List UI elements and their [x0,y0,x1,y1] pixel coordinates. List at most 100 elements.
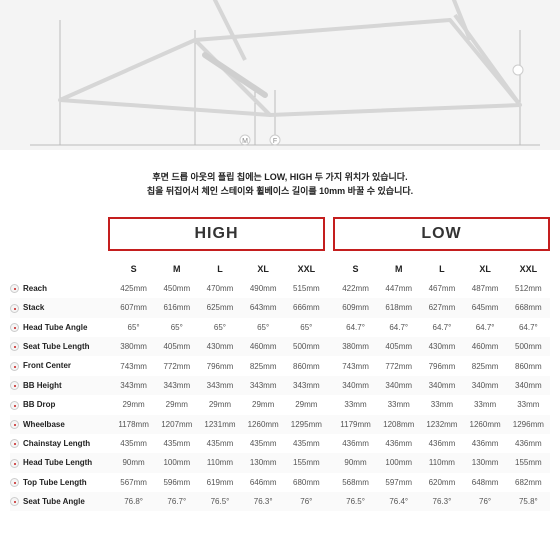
cell-high: 380mm [112,337,155,356]
cell-high: 29mm [242,395,285,414]
cell-high: 76° [285,492,328,511]
cell-high: 825mm [242,356,285,375]
cell-high: 860mm [285,356,328,375]
cell-low: 100mm [377,453,420,472]
size-S-high: S [112,259,155,279]
cell-low: 500mm [507,337,550,356]
cell-low: 796mm [420,356,463,375]
cell-low: 75.8° [507,492,550,511]
table-row: Front Center743mm772mm796mm825mm860mm743… [10,356,550,375]
cell-low: 405mm [377,337,420,356]
row-marker-icon [10,401,19,410]
row-label-text: Front Center [23,361,71,370]
row-label: Stack [10,298,112,317]
row-label: Reach [10,279,112,298]
table-row: BB Drop29mm29mm29mm29mm29mm33mm33mm33mm3… [10,395,550,414]
size-M-high: M [155,259,198,279]
row-marker-icon [10,439,19,448]
cell-high: 65° [112,318,155,337]
row-marker-icon [10,284,19,293]
group-header-high: HIGH [108,217,325,251]
row-label: Top Tube Length [10,473,112,492]
cell-low: 64.7° [464,318,507,337]
table-row: Head Tube Angle65°65°65°65°65°64.7°64.7°… [10,318,550,337]
cell-low: 430mm [420,337,463,356]
cell-high: 1178mm [112,415,155,434]
row-label: BB Height [10,376,112,395]
table-row: Seat Tube Length380mm405mm430mm460mm500m… [10,337,550,356]
cell-low: 380mm [334,337,377,356]
cell-high: 450mm [155,279,198,298]
row-label: Seat Tube Angle [10,492,112,511]
row-label-text: Wheelbase [23,420,65,429]
row-label-text: Chainstay Length [23,439,90,448]
size-XL-low: XL [464,259,507,279]
cell-high: 100mm [155,453,198,472]
cell-low: 33mm [507,395,550,414]
cell-low: 447mm [377,279,420,298]
cell-low: 130mm [464,453,507,472]
cell-high: 435mm [285,434,328,453]
cell-high: 1260mm [242,415,285,434]
cell-high: 743mm [112,356,155,375]
description-text: 후면 드롭 아웃의 플립 칩에는 LOW, HIGH 두 가지 위치가 있습니다… [0,170,560,199]
desc-line1: 후면 드롭 아웃의 플립 칩에는 LOW, HIGH 두 가지 위치가 있습니다… [0,170,560,184]
geometry-table: S M L XL XXL S M L XL XXL Reach425mm450m… [10,259,550,512]
cell-low: 1232mm [420,415,463,434]
row-label-text: BB Height [23,381,62,390]
size-L-low: L [420,259,463,279]
cell-low: 436mm [420,434,463,453]
cell-low: 1208mm [377,415,420,434]
cell-high: 29mm [198,395,241,414]
cell-low: 64.7° [507,318,550,337]
cell-high: 619mm [198,473,241,492]
cell-high: 607mm [112,298,155,317]
group-header-low: LOW [333,217,550,251]
cell-low: 33mm [334,395,377,414]
cell-low: 618mm [377,298,420,317]
cell-high: 65° [242,318,285,337]
cell-low: 568mm [334,473,377,492]
cell-low: 422mm [334,279,377,298]
size-S-low: S [334,259,377,279]
cell-high: 567mm [112,473,155,492]
desc-line2: 칩을 뒤집어서 체인 스테이와 휠베이스 길이를 10mm 바꿀 수 있습니다. [0,184,560,198]
cell-low: 340mm [507,376,550,395]
cell-low: 743mm [334,356,377,375]
cell-high: 1295mm [285,415,328,434]
svg-text:F: F [273,138,277,145]
cell-high: 515mm [285,279,328,298]
row-label: Wheelbase [10,415,112,434]
table-row: Stack607mm616mm625mm643mm666mm609mm618mm… [10,298,550,317]
cell-low: 682mm [507,473,550,492]
cell-low: 627mm [420,298,463,317]
cell-high: 680mm [285,473,328,492]
cell-low: 597mm [377,473,420,492]
row-marker-icon [10,342,19,351]
cell-low: 33mm [420,395,463,414]
size-M-low: M [377,259,420,279]
table-row: Reach425mm450mm470mm490mm515mm422mm447mm… [10,279,550,298]
cell-high: 130mm [242,453,285,472]
cell-low: 1260mm [464,415,507,434]
cell-high: 155mm [285,453,328,472]
cell-low: 340mm [420,376,463,395]
row-marker-icon [10,478,19,487]
cell-low: 155mm [507,453,550,472]
cell-high: 343mm [242,376,285,395]
row-marker-icon [10,323,19,332]
cell-low: 512mm [507,279,550,298]
row-label-text: Stack [23,303,44,312]
cell-high: 343mm [198,376,241,395]
row-marker-icon [10,420,19,429]
cell-low: 1296mm [507,415,550,434]
cell-low: 467mm [420,279,463,298]
cell-low: 648mm [464,473,507,492]
cell-high: 430mm [198,337,241,356]
row-label-text: Top Tube Length [23,478,87,487]
row-label-text: Seat Tube Length [23,342,90,351]
row-marker-icon [10,459,19,468]
cell-high: 596mm [155,473,198,492]
cell-high: 343mm [155,376,198,395]
row-label-text: Head Tube Length [23,458,92,467]
